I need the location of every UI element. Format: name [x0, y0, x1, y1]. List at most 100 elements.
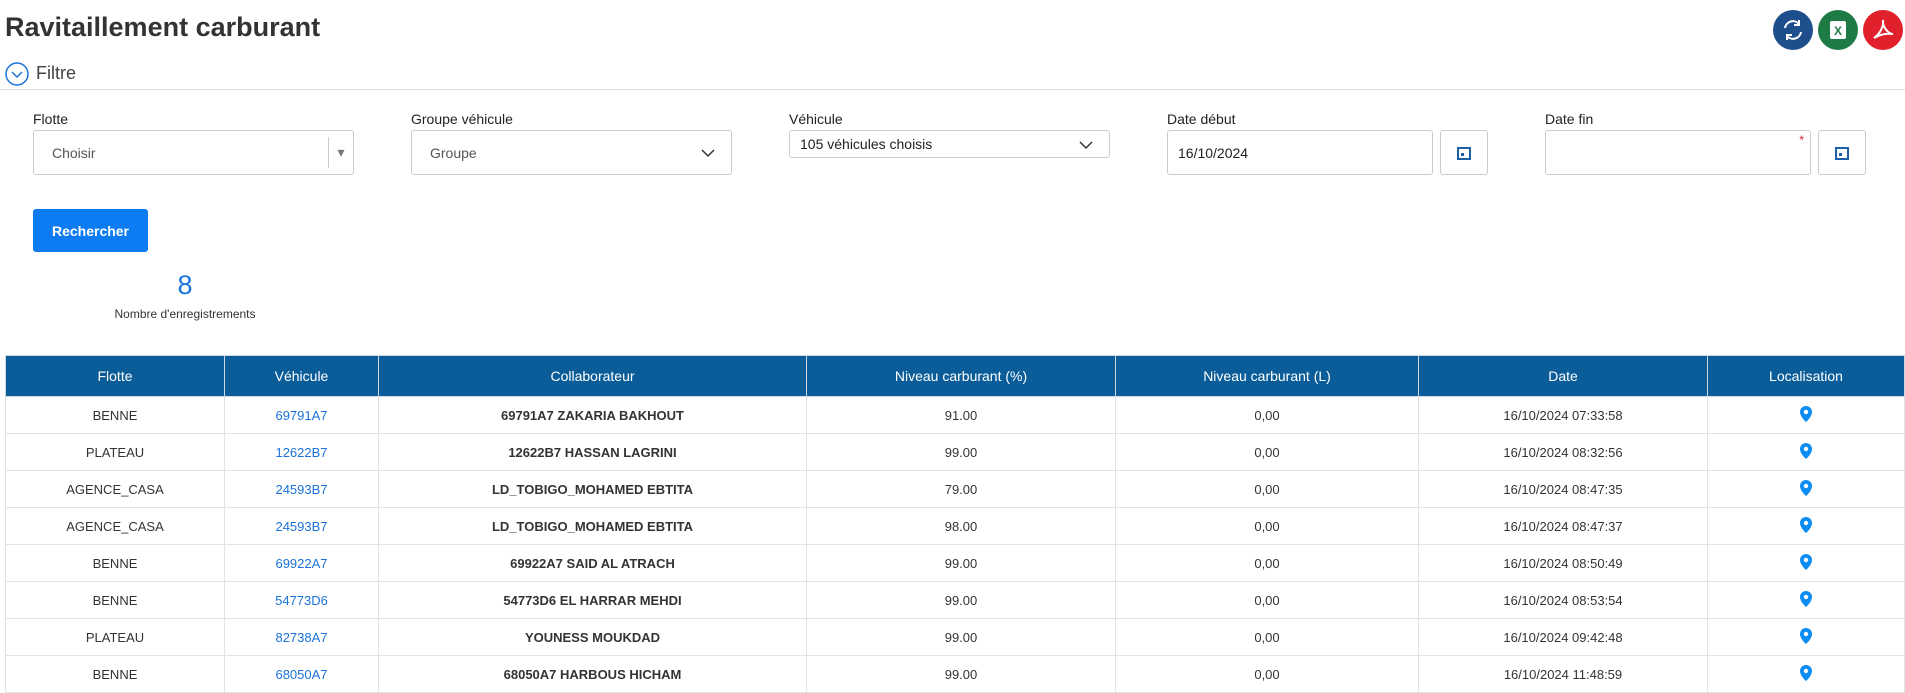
table-cell: 99.00: [806, 655, 1116, 693]
table-cell: PLATEAU: [5, 433, 225, 471]
location-cell: [1707, 581, 1905, 619]
select-value: Groupe: [430, 144, 477, 161]
calendar-icon: [1457, 146, 1471, 160]
divider: [0, 89, 1905, 90]
table-cell: 16/10/2024 08:47:37: [1418, 507, 1708, 545]
location-pin[interactable]: [1799, 664, 1813, 682]
table-cell: YOUNESS MOUKDAD: [378, 618, 807, 656]
location-pin[interactable]: [1799, 479, 1813, 497]
calendar-icon: [1835, 146, 1849, 160]
select-value: Choisir: [52, 144, 96, 161]
table-cell: BENNE: [5, 581, 225, 619]
data-table: Flotte Véhicule Collaborateur Niveau carbur…: [5, 355, 1905, 693]
table-row: BENNE 68050A7 68050A7 HARBOUS HICHAM 99.00 0…: [5, 655, 1905, 693]
table-cell: LD_TOBIGO_MOHAMED EBTITA: [378, 470, 807, 508]
filter-label: Filtre: [36, 63, 76, 83]
column-header: Localisation: [1707, 355, 1905, 397]
table-cell: 0,00: [1115, 581, 1419, 619]
filter-toggle[interactable]: [4, 61, 30, 87]
vehicle-link[interactable]: 24593B7: [224, 507, 379, 545]
vehicle-link[interactable]: 68050A7: [224, 655, 379, 693]
table-cell: 0,00: [1115, 655, 1419, 693]
location-pin[interactable]: [1799, 553, 1813, 571]
select-groupe[interactable]: Groupe: [411, 130, 732, 175]
field-label: Groupe véhicule: [411, 111, 513, 127]
location-cell: [1707, 507, 1905, 545]
table-cell: 69791A7 ZAKARIA BAKHOUT: [378, 396, 807, 434]
vehicle-link[interactable]: 69922A7: [224, 544, 379, 582]
column-header: Véhicule: [224, 355, 379, 397]
table-cell: BENNE: [5, 655, 225, 693]
page-title: Ravitaillement carburant: [5, 12, 321, 42]
search-button[interactable]: Rechercher: [33, 209, 148, 252]
location-pin[interactable]: [1799, 590, 1813, 608]
vehicle-link[interactable]: 12622B7: [224, 433, 379, 471]
select-vehicule[interactable]: 105 véhicules choisis: [789, 130, 1110, 158]
table-cell: 16/10/2024 08:50:49: [1418, 544, 1708, 582]
header-row: Flotte Véhicule Collaborateur Niveau carbur…: [5, 355, 1905, 397]
location-cell: [1707, 544, 1905, 582]
table-cell: 16/10/2024 08:32:56: [1418, 433, 1708, 471]
vehicle-link[interactable]: 82738A7: [224, 618, 379, 656]
table-cell: 16/10/2024 08:53:54: [1418, 581, 1708, 619]
location-cell: [1707, 396, 1905, 434]
table-cell: 0,00: [1115, 618, 1419, 656]
table-cell: BENNE: [5, 396, 225, 434]
refresh-button[interactable]: [1773, 10, 1813, 50]
table-cell: AGENCE_CASA: [5, 470, 225, 508]
column-header: Collaborateur: [378, 355, 807, 397]
table-cell: 54773D6 EL HARRAR MEHDI: [378, 581, 807, 619]
table-cell: AGENCE_CASA: [5, 507, 225, 545]
location-pin[interactable]: [1799, 405, 1813, 423]
calendar-button[interactable]: [1818, 130, 1866, 175]
location-cell: [1707, 618, 1905, 656]
table-cell: 0,00: [1115, 470, 1419, 508]
chevron: [1079, 141, 1093, 150]
location-cell: [1707, 655, 1905, 693]
excel-button[interactable]: X: [1818, 10, 1858, 50]
location-pin[interactable]: [1799, 627, 1813, 645]
input-value: 16/10/2024: [1178, 144, 1249, 161]
table-cell: 68050A7 HARBOUS HICHAM: [378, 655, 807, 693]
page: {"header":{"title":"Ravitaillement carbu…: [0, 10, 1905, 693]
vehicle-link[interactable]: 54773D6: [224, 581, 379, 619]
column-header: Niveau carburant (%): [806, 355, 1116, 397]
field-label: Date début: [1167, 111, 1236, 127]
field-label: Date fin: [1545, 111, 1594, 127]
table-row: BENNE 69791A7 69791A7 ZAKARIA BAKHOUT 91.00…: [5, 396, 1905, 434]
location-pin[interactable]: [1799, 442, 1813, 460]
select-flotte[interactable]: Choisir ▾: [33, 130, 354, 175]
table-row: PLATEAU 12622B7 12622B7 HASSAN LAGRINI 99.0…: [5, 433, 1905, 471]
chevron: [701, 149, 715, 158]
toolbar: X: [1773, 10, 1903, 50]
column-header: Niveau carburant (L): [1115, 355, 1419, 397]
pdf-button[interactable]: [1863, 10, 1903, 50]
table-cell: 0,00: [1115, 544, 1419, 582]
table-row: PLATEAU 82738A7 YOUNESS MOUKDAD 99.00 0,00 16…: [5, 618, 1905, 656]
date-fin[interactable]: *: [1545, 130, 1811, 175]
vehicle-link[interactable]: 24593B7: [224, 470, 379, 508]
table-body: BENNE 69791A7 69791A7 ZAKARIA BAKHOUT 91.00…: [5, 396, 1905, 693]
location-cell: [1707, 470, 1905, 508]
dropdown-arrow: ▾: [328, 137, 353, 168]
table-cell: 69922A7 SAID AL ATRACH: [378, 544, 807, 582]
select-value: 105 véhicules choisis: [800, 136, 933, 152]
table-cell: 99.00: [806, 433, 1116, 471]
vehicle-link[interactable]: 69791A7: [224, 396, 379, 434]
calendar-button[interactable]: [1440, 130, 1488, 175]
table-cell: 16/10/2024 08:47:35: [1418, 470, 1708, 508]
svg-text:X: X: [1834, 24, 1842, 38]
table-cell: 16/10/2024 11:48:59: [1418, 655, 1708, 693]
column-header: Date: [1418, 355, 1708, 397]
location-pin[interactable]: [1799, 516, 1813, 534]
table-cell: 0,00: [1115, 507, 1419, 545]
table-row: BENNE 69922A7 69922A7 SAID AL ATRACH 99.00 0…: [5, 544, 1905, 582]
table-cell: 0,00: [1115, 396, 1419, 434]
required-marker: *: [1799, 133, 1804, 147]
date-debut[interactable]: 16/10/2024: [1167, 130, 1433, 175]
table-cell: 99.00: [806, 544, 1116, 582]
table-cell: LD_TOBIGO_MOHAMED EBTITA: [378, 507, 807, 545]
location-cell: [1707, 433, 1905, 471]
record-count: 8: [177, 270, 193, 300]
table-cell: BENNE: [5, 544, 225, 582]
